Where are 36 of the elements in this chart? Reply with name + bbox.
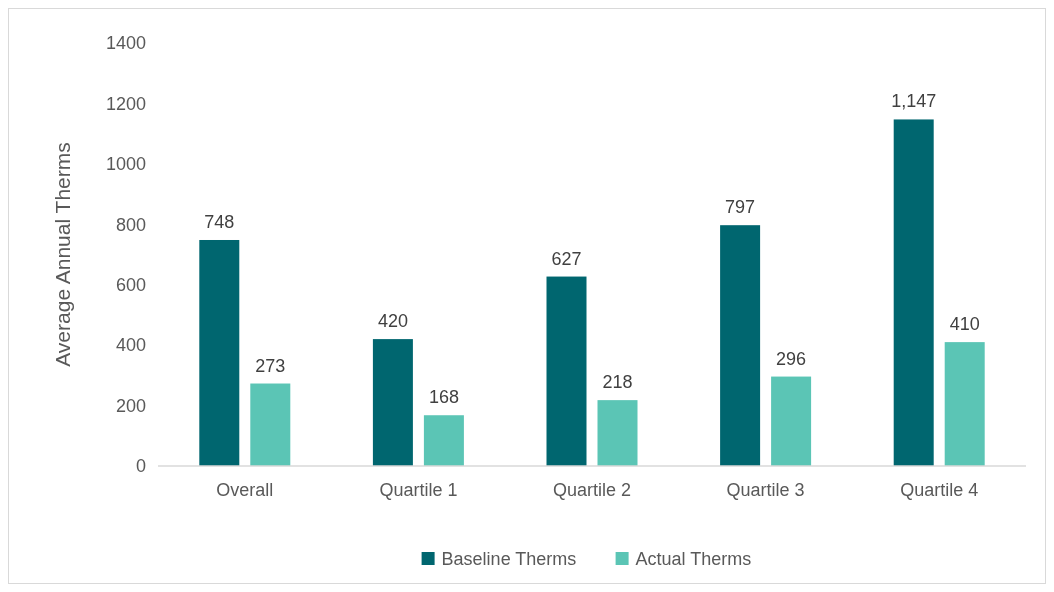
bar — [546, 276, 587, 466]
bar — [944, 342, 985, 466]
data-label: 273 — [255, 355, 286, 376]
x-tick-label: Quartile 2 — [552, 480, 632, 500]
x-tick-label: Quartile 4 — [900, 480, 979, 500]
y-tick-label: 1400 — [105, 33, 146, 54]
bar — [372, 339, 413, 466]
bar — [771, 376, 812, 466]
legend-label: Baseline Therms — [441, 548, 577, 569]
data-label: 748 — [204, 212, 235, 232]
data-label: 296 — [776, 348, 807, 369]
data-label: 218 — [602, 372, 633, 393]
bar — [720, 225, 761, 466]
data-label: 1,147 — [891, 91, 937, 112]
y-axis-title: Average Annual Therms — [51, 142, 74, 367]
bar — [423, 415, 464, 466]
x-tick-label: Overall — [216, 480, 274, 500]
x-tick-label: Quartile 3 — [726, 480, 805, 500]
y-tick-label: 200 — [115, 395, 146, 416]
y-tick-label: 400 — [115, 335, 146, 356]
bar — [199, 240, 240, 466]
x-tick-label: Quartile 1 — [379, 480, 458, 500]
bar — [597, 400, 638, 466]
y-tick-label: 1200 — [105, 93, 146, 114]
y-tick-label: 600 — [115, 275, 146, 296]
data-label: 797 — [725, 197, 756, 218]
bar — [250, 383, 291, 466]
data-label: 410 — [949, 314, 980, 335]
bar — [893, 119, 934, 466]
data-label: 168 — [428, 387, 459, 408]
data-label: 420 — [377, 311, 408, 332]
y-tick-label: 1000 — [105, 154, 146, 175]
legend-label: Actual Therms — [635, 548, 752, 569]
data-label: 627 — [551, 248, 582, 269]
y-tick-label: 800 — [115, 214, 146, 235]
y-tick-label: 0 — [135, 456, 146, 477]
